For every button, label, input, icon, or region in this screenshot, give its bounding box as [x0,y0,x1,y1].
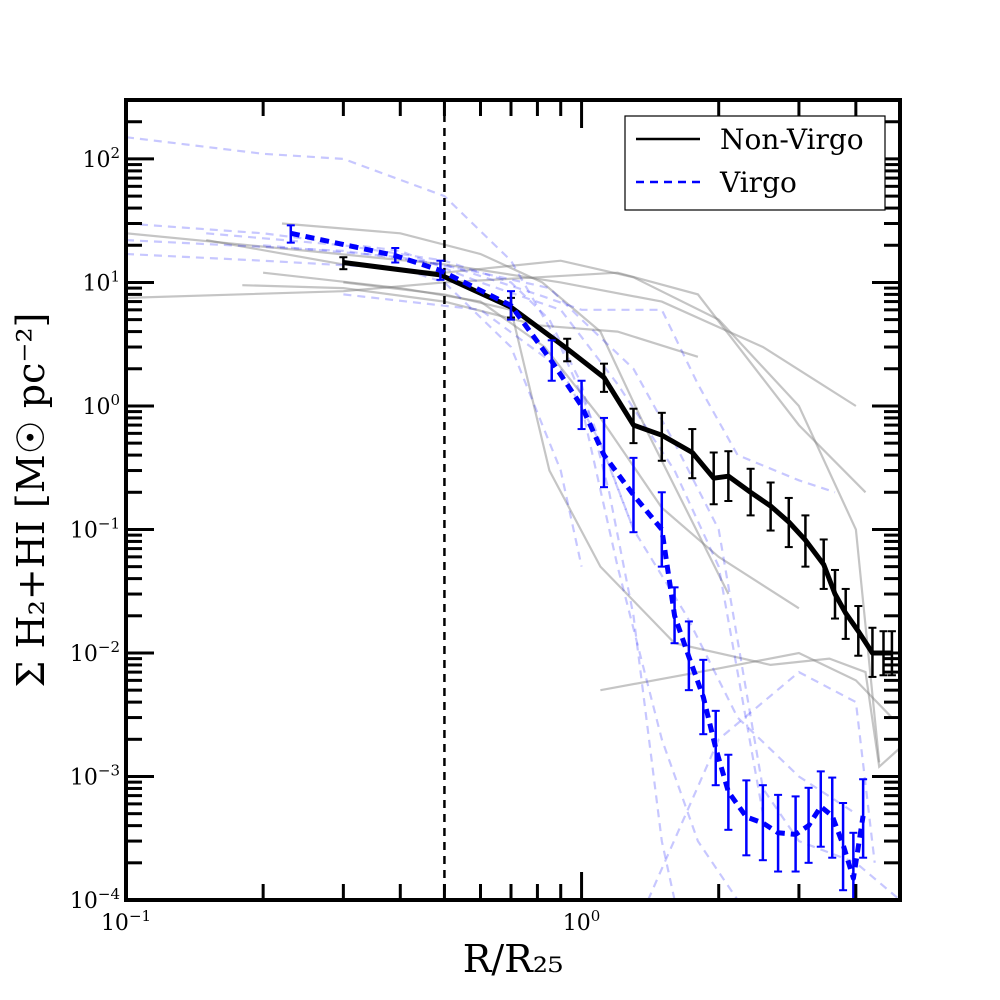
nonvirgo-galaxy-profile-5 [281,222,730,595]
virgo-galaxy-profile-2 [125,252,583,567]
y-tick-label-3: 10−1 [70,514,120,543]
virgo-errorbar-12 [711,709,720,787]
y-tick-label-5: 10−3 [70,761,120,790]
legend-box [624,115,886,211]
y-tick-label-4: 10−2 [70,638,120,667]
legend-label-non-virgo: Non-Virgo [720,123,864,156]
axis-ticks [124,100,902,902]
virgo-errorbar-15 [758,784,767,862]
y-tick-label-6: 10−4 [70,885,120,914]
virgo-errorbar-7 [629,456,638,534]
nonvirgo-galaxy-profile-3 [262,271,800,610]
virgo-errorbar-14 [742,779,751,857]
y-tick-label-1: 101 [82,267,120,296]
virgo-galaxy-profile-7 [647,670,876,901]
y-axis-label: Σ H₂+HI [M☉ pc⁻²] [9,313,53,688]
y-tick-label-2: 100 [82,391,120,420]
plot-frame [124,98,902,902]
nonvirgo-galaxy-profile-2 [242,284,699,358]
virgo-errorbar-20 [828,776,837,859]
virgo-errorbar-19 [816,770,825,848]
virgo-galaxy-profile-6 [343,293,857,815]
nonvirgo-galaxy-profile-1 [125,271,867,494]
nonvirgo-galaxy-profile-7 [600,651,893,719]
virgo-galaxy-profile-3 [206,232,676,901]
virgo-errorbar-5 [577,379,586,431]
x-tick-label-1: 100 [563,907,601,936]
nonvirgo-galaxy-profile-0 [125,232,857,407]
virgo-errorbar-8 [657,491,666,568]
non-virgo-series-line [343,260,892,656]
x-axis-label: R/R₂₅ [463,937,564,981]
virgo-galaxy-profile-8 [580,405,739,901]
x-tick-label-0: 10−1 [101,907,151,936]
legend-label-virgo: Virgo [719,166,797,199]
virgo-series-line [290,230,866,881]
y-tick-label-0: 102 [82,144,120,173]
tick-labels: 10−1 100 102 101 100 10−1 10−2 10−3 10−4 [70,144,600,936]
virgo-errorbar-13 [724,753,733,831]
legend: Non-Virgo Virgo [624,115,886,211]
